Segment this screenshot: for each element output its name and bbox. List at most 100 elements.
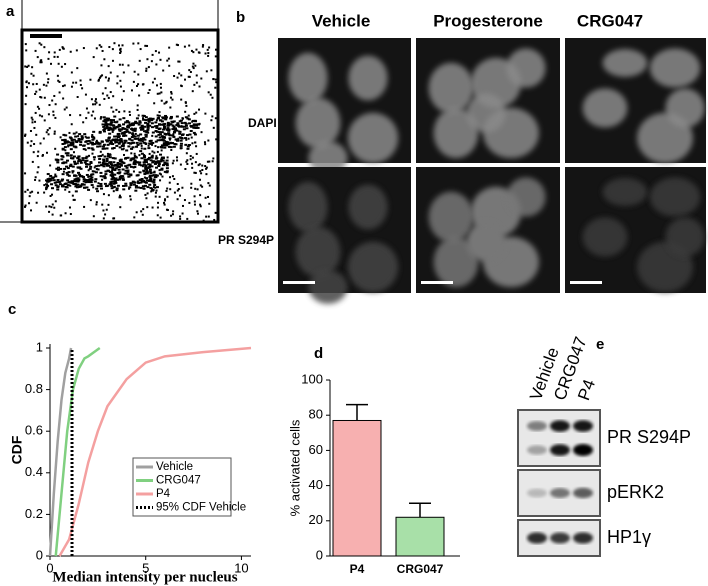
dot (148, 168, 152, 171)
dot (113, 115, 117, 118)
dot (176, 182, 179, 185)
dot (71, 141, 75, 144)
dot (97, 142, 101, 145)
dot (79, 184, 83, 187)
dot (159, 58, 162, 61)
dot (75, 131, 78, 134)
dot (119, 51, 122, 54)
dot (101, 147, 104, 150)
dot (156, 150, 159, 153)
dot (145, 69, 148, 72)
dot (142, 141, 146, 144)
dot (24, 204, 27, 207)
dot (43, 46, 46, 49)
dot (72, 198, 75, 201)
dot (142, 187, 146, 190)
dot (101, 153, 104, 156)
dot (58, 80, 61, 83)
dot (158, 136, 162, 139)
dot (131, 180, 135, 183)
dot (134, 186, 137, 189)
x-tick-label: CRG047 (397, 562, 444, 576)
dot (174, 127, 178, 130)
dot (196, 188, 199, 191)
dot (65, 141, 69, 144)
dot (147, 144, 150, 147)
dot (158, 169, 161, 172)
dot (136, 104, 139, 107)
dot (121, 161, 125, 164)
dot (84, 135, 87, 138)
dot (46, 173, 50, 176)
nucleus (506, 48, 546, 88)
dot (139, 150, 143, 153)
dot (131, 122, 135, 125)
dot (138, 121, 142, 124)
dot (145, 177, 149, 180)
band-label: pERK2 (607, 482, 664, 502)
dot (45, 72, 48, 75)
dot (176, 44, 179, 47)
dot (160, 167, 164, 170)
dot (89, 78, 92, 81)
dot (154, 166, 158, 169)
dot (88, 175, 92, 178)
dot (56, 153, 60, 156)
dot (146, 58, 149, 61)
dot (126, 164, 130, 167)
dot (142, 179, 146, 182)
dot (124, 182, 128, 185)
dot (87, 188, 91, 191)
dot (164, 118, 168, 121)
dot (176, 189, 179, 192)
dot (171, 142, 175, 145)
dot (112, 127, 116, 130)
dot (165, 144, 169, 147)
dot (199, 194, 202, 197)
dot (119, 85, 122, 88)
dot (109, 166, 113, 169)
dot (64, 134, 68, 137)
dot (116, 139, 120, 142)
dot (111, 143, 115, 146)
dot (164, 198, 167, 201)
dot (136, 143, 140, 146)
dot (65, 140, 69, 143)
dot (51, 99, 54, 102)
dot (167, 57, 170, 60)
dot (190, 182, 193, 185)
dot (79, 143, 83, 146)
dot (113, 180, 117, 183)
dot (94, 98, 97, 101)
dot (145, 179, 149, 182)
dot (106, 169, 110, 172)
dot (149, 177, 153, 180)
dot (24, 103, 27, 106)
dot (153, 162, 157, 165)
dot (90, 114, 93, 117)
dot (161, 116, 165, 119)
dot (118, 110, 121, 113)
dot (109, 122, 113, 125)
dot (130, 124, 134, 127)
dot (144, 121, 148, 124)
dot (77, 185, 81, 188)
dot (46, 184, 50, 187)
dot (103, 97, 106, 100)
dot (85, 136, 89, 139)
dot (154, 121, 158, 124)
dot (108, 153, 112, 156)
dot (124, 169, 128, 172)
dot (162, 164, 166, 167)
dot (99, 171, 103, 174)
dot (207, 182, 210, 185)
dot (31, 118, 34, 121)
dot (102, 165, 106, 168)
dot (205, 215, 208, 218)
x-axis-title: Median intensity per nucleus (52, 569, 237, 585)
dot (192, 123, 196, 126)
dot (61, 147, 65, 150)
dot (99, 150, 102, 153)
dot (156, 139, 160, 142)
dot (129, 159, 133, 162)
